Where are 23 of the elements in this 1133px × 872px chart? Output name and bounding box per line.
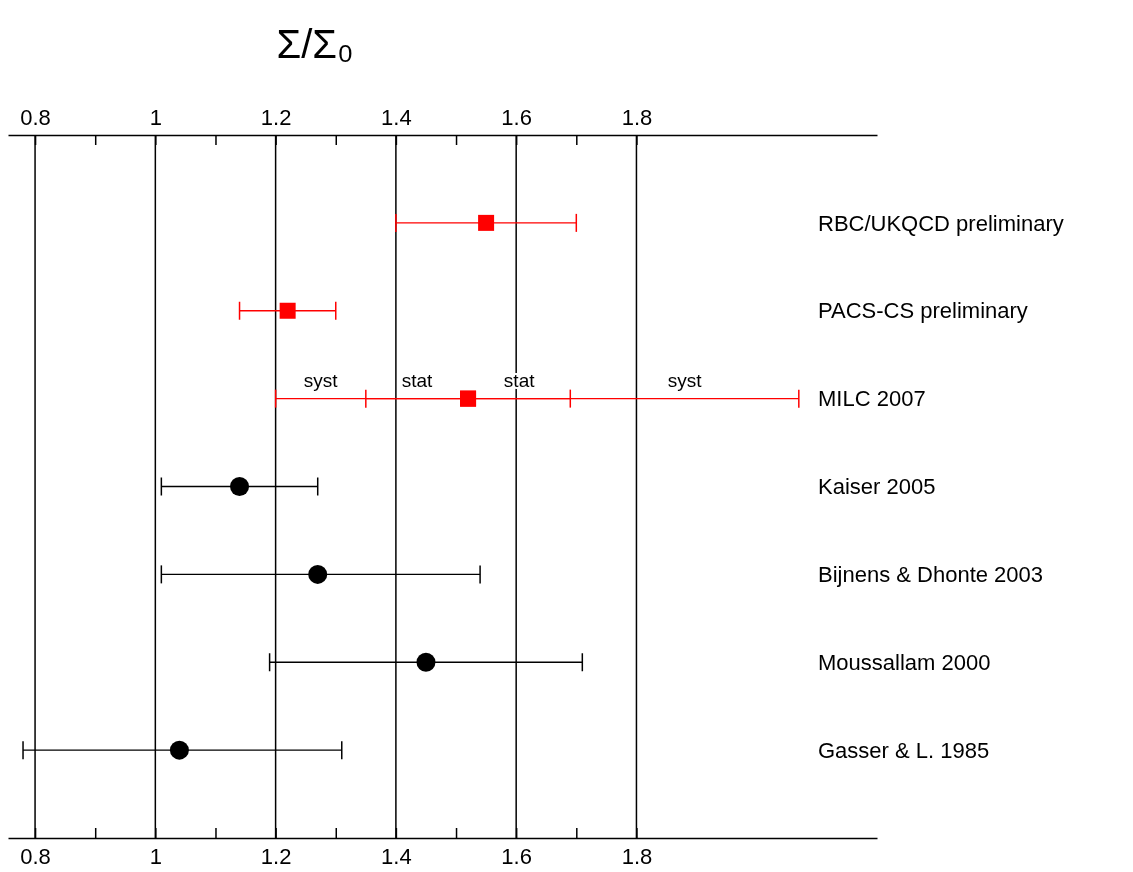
x2-tick-label: 1.2 <box>260 105 292 130</box>
x-tick-label: 1.8 <box>621 843 653 869</box>
x2-tick-label: 1.4 <box>381 105 412 130</box>
y-tick-label: Gasser & L. 1985 <box>818 737 990 763</box>
x-tick-label: 1.2 <box>260 843 292 869</box>
x-tick-label: 1.6 <box>501 843 532 869</box>
x-tick-label: 1.4 <box>381 843 412 869</box>
y-tick-label: MILC 2007 <box>818 386 926 412</box>
x2-tick-label: 1 <box>149 105 162 130</box>
y-tick-label: Bijnens & Dhonte 2003 <box>818 562 1044 588</box>
chart-title: Σ/Σ₀ <box>276 22 354 66</box>
y-tick-label: PACS-CS preliminary <box>818 298 1028 324</box>
x2-tick-label: 0.8 <box>20 105 51 130</box>
annotation: stat <box>401 369 433 391</box>
y-tick-label: RBC/UKQCD preliminary <box>818 210 1064 236</box>
y-tick-label: Kaiser 2005 <box>818 474 936 500</box>
x-tick-label: 1 <box>149 843 162 869</box>
x-tick-label: 0.8 <box>20 843 51 869</box>
annotation: syst <box>303 369 339 391</box>
annotation: syst <box>667 369 703 391</box>
y-tick-label: Moussallam 2000 <box>818 649 991 675</box>
x2-tick-label: 1.8 <box>621 105 653 130</box>
x2-tick-label: 1.6 <box>501 105 532 130</box>
